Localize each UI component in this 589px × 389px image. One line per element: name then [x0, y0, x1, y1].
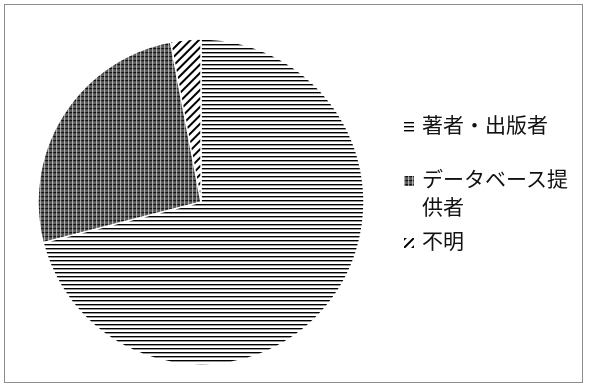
legend-item-author-publisher: 著者・出版者: [402, 112, 582, 140]
slice-database-provider: [37, 41, 202, 244]
legend-swatch-dense: [404, 176, 414, 186]
legend-item-database-provider: データベース提供者: [402, 166, 582, 222]
legend-label: 著者・出版者: [422, 114, 548, 138]
legend-label: 不明: [422, 230, 464, 254]
slice-author-publisher: [42, 38, 365, 366]
legend-item-unknown: 不明: [402, 228, 582, 256]
slice-unknown: [169, 38, 202, 203]
legend-swatch-diagonal: [404, 238, 414, 248]
legend-label: データベース提供者: [422, 168, 568, 220]
legend-swatch-horizontal: [404, 122, 414, 132]
chart-legend: 著者・出版者 データベース提供者 不明: [402, 112, 582, 256]
